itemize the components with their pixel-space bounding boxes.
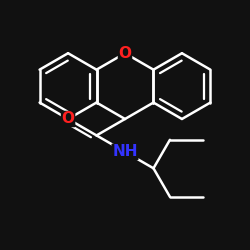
Text: O: O [62, 112, 74, 126]
Text: NH: NH [112, 144, 138, 159]
Text: O: O [118, 46, 132, 61]
